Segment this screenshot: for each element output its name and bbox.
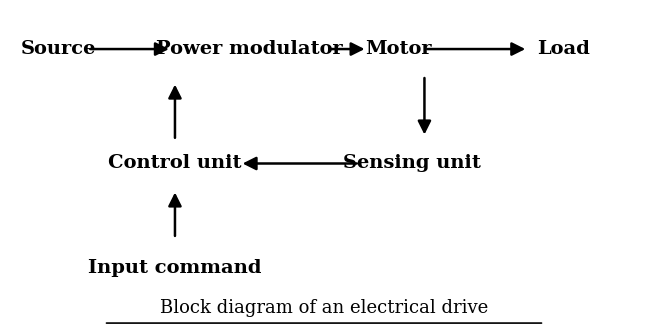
Text: Motor: Motor	[365, 40, 432, 58]
Text: Block diagram of an electrical drive: Block diagram of an electrical drive	[160, 299, 488, 317]
Text: Source: Source	[21, 40, 96, 58]
Text: Load: Load	[537, 40, 590, 58]
Text: Sensing unit: Sensing unit	[343, 154, 480, 173]
Text: Input command: Input command	[88, 259, 262, 277]
Text: Power modulator: Power modulator	[156, 40, 343, 58]
Text: Control unit: Control unit	[108, 154, 242, 173]
